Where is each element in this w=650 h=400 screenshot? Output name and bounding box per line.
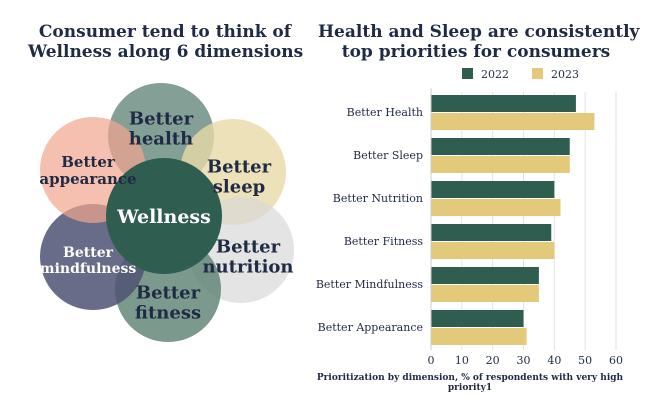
label-fitness-line-1: Better <box>136 282 201 303</box>
chart-title-line-1: Health and Sleep are consistently <box>318 22 640 42</box>
bar-better-nutrition-2022 <box>431 181 555 198</box>
label-appearance-line-2: appearance <box>39 170 136 188</box>
bar-better-appearance-2023 <box>431 328 527 345</box>
legend-swatch-2023 <box>532 68 543 79</box>
bar-better-mindfulness-2022 <box>431 267 539 284</box>
label-sleep-line-2: sleep <box>213 176 265 197</box>
label-health-line-2: health <box>129 128 193 149</box>
bar-better-health-2023 <box>431 113 595 130</box>
bar-better-fitness-2022 <box>431 224 552 241</box>
chart-title: Health and Sleep are consistently top pr… <box>318 22 640 62</box>
legend-label-2022: 2022 <box>481 68 509 81</box>
venn-title-line-2: Wellness along 6 dimensions <box>28 42 304 62</box>
label-mindfulness-line-2: mindfulness <box>40 261 137 277</box>
bar-better-nutrition-2023 <box>431 199 561 216</box>
category-label-better-sleep: Better Sleep <box>353 149 423 162</box>
bar-better-sleep-2023 <box>431 156 570 173</box>
circle-wellness-center <box>106 158 222 274</box>
category-label-better-health: Better Health <box>347 106 423 119</box>
category-label-better-fitness: Better Fitness <box>344 235 424 248</box>
chart-title-line-2: top priorities for consumers <box>341 42 611 62</box>
label-wellness: Wellness <box>116 206 211 228</box>
x-tick-label-10: 10 <box>455 354 469 367</box>
venn-title: Consumer tend to think of Wellness along… <box>28 22 304 62</box>
x-tick-label-0: 0 <box>428 354 435 367</box>
x-tick-label-50: 50 <box>578 354 592 367</box>
chart-legend: 2022 2023 <box>462 68 579 81</box>
bar-better-sleep-2022 <box>431 138 570 155</box>
bar-better-fitness-2023 <box>431 242 555 259</box>
category-label-better-mindfulness: Better Mindfulness <box>316 278 424 291</box>
x-tick-label-60: 60 <box>609 354 623 367</box>
label-health-line-1: Better <box>129 108 194 129</box>
bar-better-health-2022 <box>431 95 576 112</box>
bar-better-appearance-2022 <box>431 310 524 327</box>
label-nutrition-line-1: Better <box>216 236 281 257</box>
legend-label-2023: 2023 <box>551 68 579 81</box>
label-appearance-line-1: Better <box>61 153 116 171</box>
bar-better-mindfulness-2023 <box>431 285 539 302</box>
x-tick-label-20: 20 <box>486 354 500 367</box>
label-sleep-line-1: Better <box>207 156 272 177</box>
wellness-dimensions-diagram: BetterhealthBettersleepBetternutritionBe… <box>39 83 294 342</box>
label-mindfulness-line-1: Better <box>63 245 114 261</box>
x-tick-label-30: 30 <box>517 354 531 367</box>
x-axis-label-line-1: Prioritization by dimension, % of respon… <box>317 373 624 383</box>
category-label-better-appearance: Better Appearance <box>318 321 423 334</box>
venn-title-line-1: Consumer tend to think of <box>38 22 292 42</box>
legend-swatch-2022 <box>462 68 473 79</box>
label-nutrition-line-2: nutrition <box>202 256 293 277</box>
category-label-better-nutrition: Better Nutrition <box>333 192 423 205</box>
x-axis-label-line-2: priority1 <box>448 383 492 393</box>
label-fitness-line-2: fitness <box>135 302 201 323</box>
x-tick-label-40: 40 <box>547 354 561 367</box>
